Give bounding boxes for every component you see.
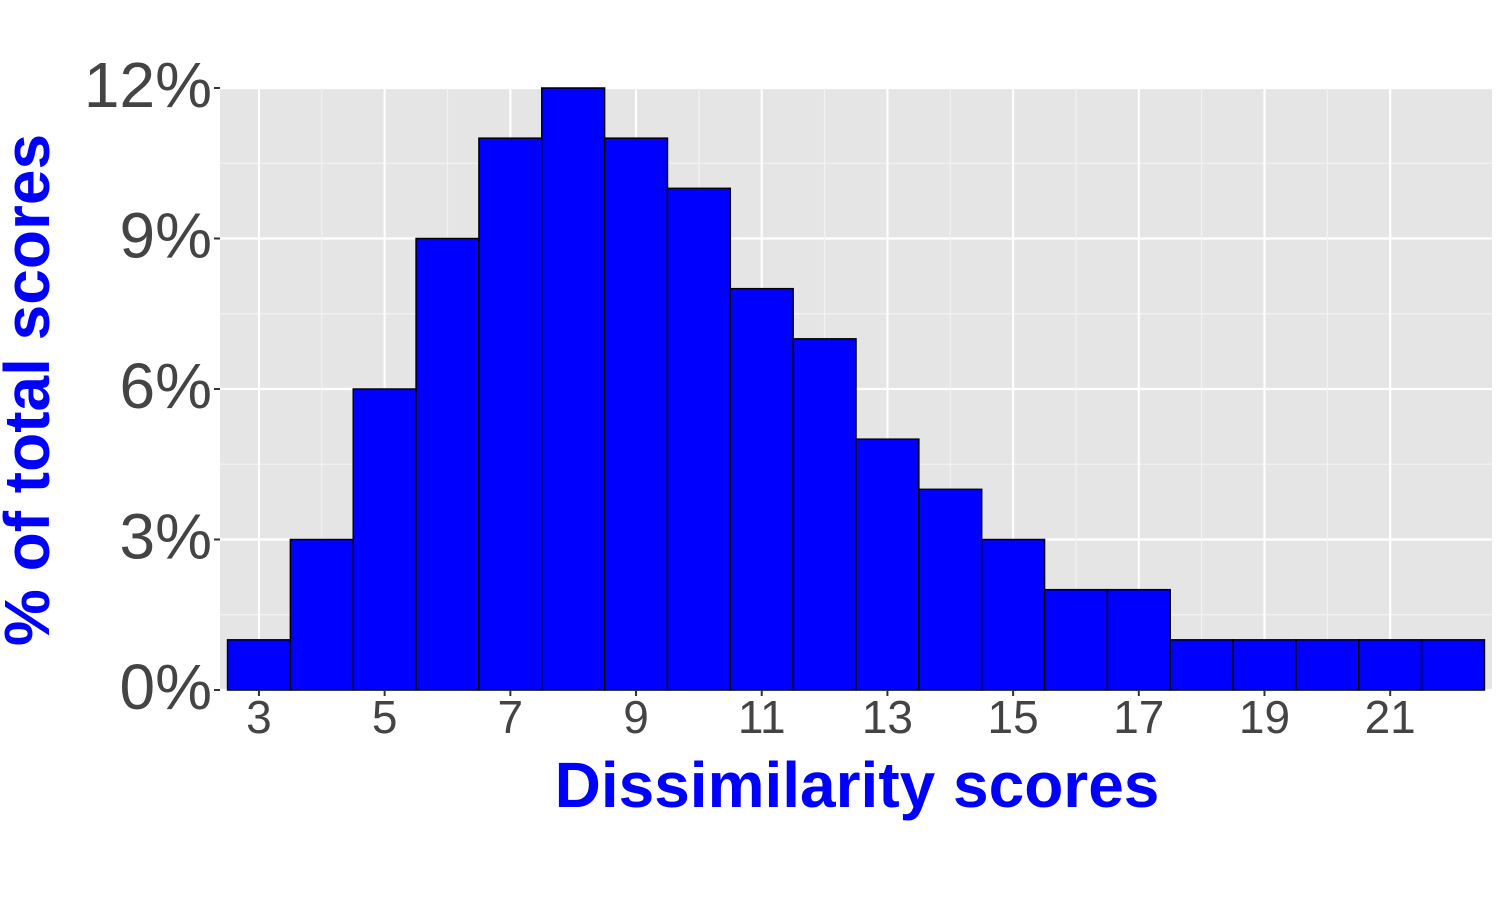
x-tick-label: 13	[862, 691, 913, 743]
bar	[1295, 639, 1360, 691]
x-tick-label: 21	[1365, 691, 1416, 743]
bar	[352, 388, 417, 691]
bar	[1106, 588, 1171, 691]
bars	[226, 87, 1486, 691]
y-axis-title: % of total scores	[0, 134, 63, 646]
bar	[541, 87, 606, 691]
x-tick-label: 15	[988, 691, 1039, 743]
y-tick-label: 0%	[120, 651, 213, 723]
bar	[792, 338, 857, 691]
x-tick-label: 19	[1239, 691, 1290, 743]
labels: 0% 3% 6% 9% 12% 3 5 7 9 11 13 15 17 19 21	[84, 49, 1416, 743]
bar	[289, 538, 354, 691]
y-tick-label: 9%	[120, 199, 213, 271]
x-tick-label: 9	[623, 691, 649, 743]
bar	[1420, 639, 1486, 691]
x-tick-label: 11	[738, 691, 786, 743]
bar	[226, 639, 292, 691]
y-tick-label: 6%	[120, 350, 213, 422]
bar	[478, 137, 543, 691]
bar	[666, 187, 732, 691]
x-axis-title: Dissimilarity scores	[555, 749, 1160, 821]
y-tick-label: 12%	[84, 49, 212, 121]
y-tick-label: 3%	[120, 500, 213, 572]
bar	[415, 237, 480, 691]
x-tick-label: 7	[498, 691, 524, 743]
bar	[918, 488, 983, 691]
x-tick-label: 5	[372, 691, 398, 743]
bar	[1169, 639, 1234, 691]
x-tick-label: 17	[1113, 691, 1164, 743]
bar	[729, 287, 794, 691]
bar	[980, 538, 1046, 691]
bar	[1232, 639, 1297, 691]
bar	[855, 438, 920, 691]
x-tick-label: 3	[246, 691, 272, 743]
bar	[1358, 639, 1423, 691]
bar	[603, 137, 669, 691]
bar	[1043, 588, 1109, 691]
